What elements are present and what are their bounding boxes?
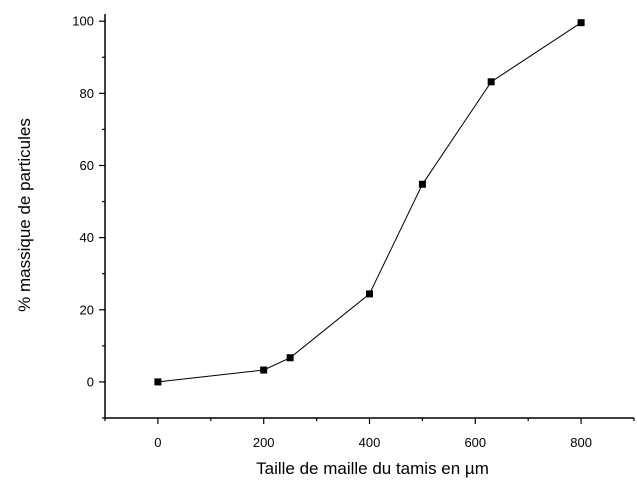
data-point — [154, 378, 162, 386]
data-point — [366, 290, 373, 298]
y-tick-label: 100 — [72, 14, 94, 29]
x-tick-label: 600 — [464, 435, 486, 450]
y-tick-label: 0 — [87, 374, 94, 389]
data-point — [260, 366, 268, 374]
x-tick-label: 800 — [570, 435, 592, 450]
y-tick-label: 60 — [80, 158, 94, 173]
y-axis-title: % massique de particules — [15, 118, 34, 312]
x-axis-ticks: 0 200 400 600 800 — [104, 418, 635, 450]
data-point — [286, 354, 294, 362]
series-line — [157, 22, 582, 383]
series-layer — [154, 19, 585, 386]
data-point — [487, 78, 495, 86]
plot-area: 0 20 40 60 80 100 0 200 400 600 800 — [72, 14, 635, 450]
y-axis-ticks: 0 20 40 60 80 100 — [72, 14, 105, 419]
data-point — [577, 19, 585, 27]
x-axis-title: Taille de maille du tamis en µm — [256, 459, 489, 478]
y-tick-label: 40 — [80, 230, 94, 245]
x-tick-label: 400 — [359, 435, 381, 450]
y-tick-label: 20 — [80, 302, 94, 317]
x-tick-label: 0 — [154, 435, 161, 450]
x-tick-label: 200 — [253, 435, 275, 450]
data-point — [418, 180, 426, 188]
y-tick-label: 80 — [80, 86, 94, 101]
